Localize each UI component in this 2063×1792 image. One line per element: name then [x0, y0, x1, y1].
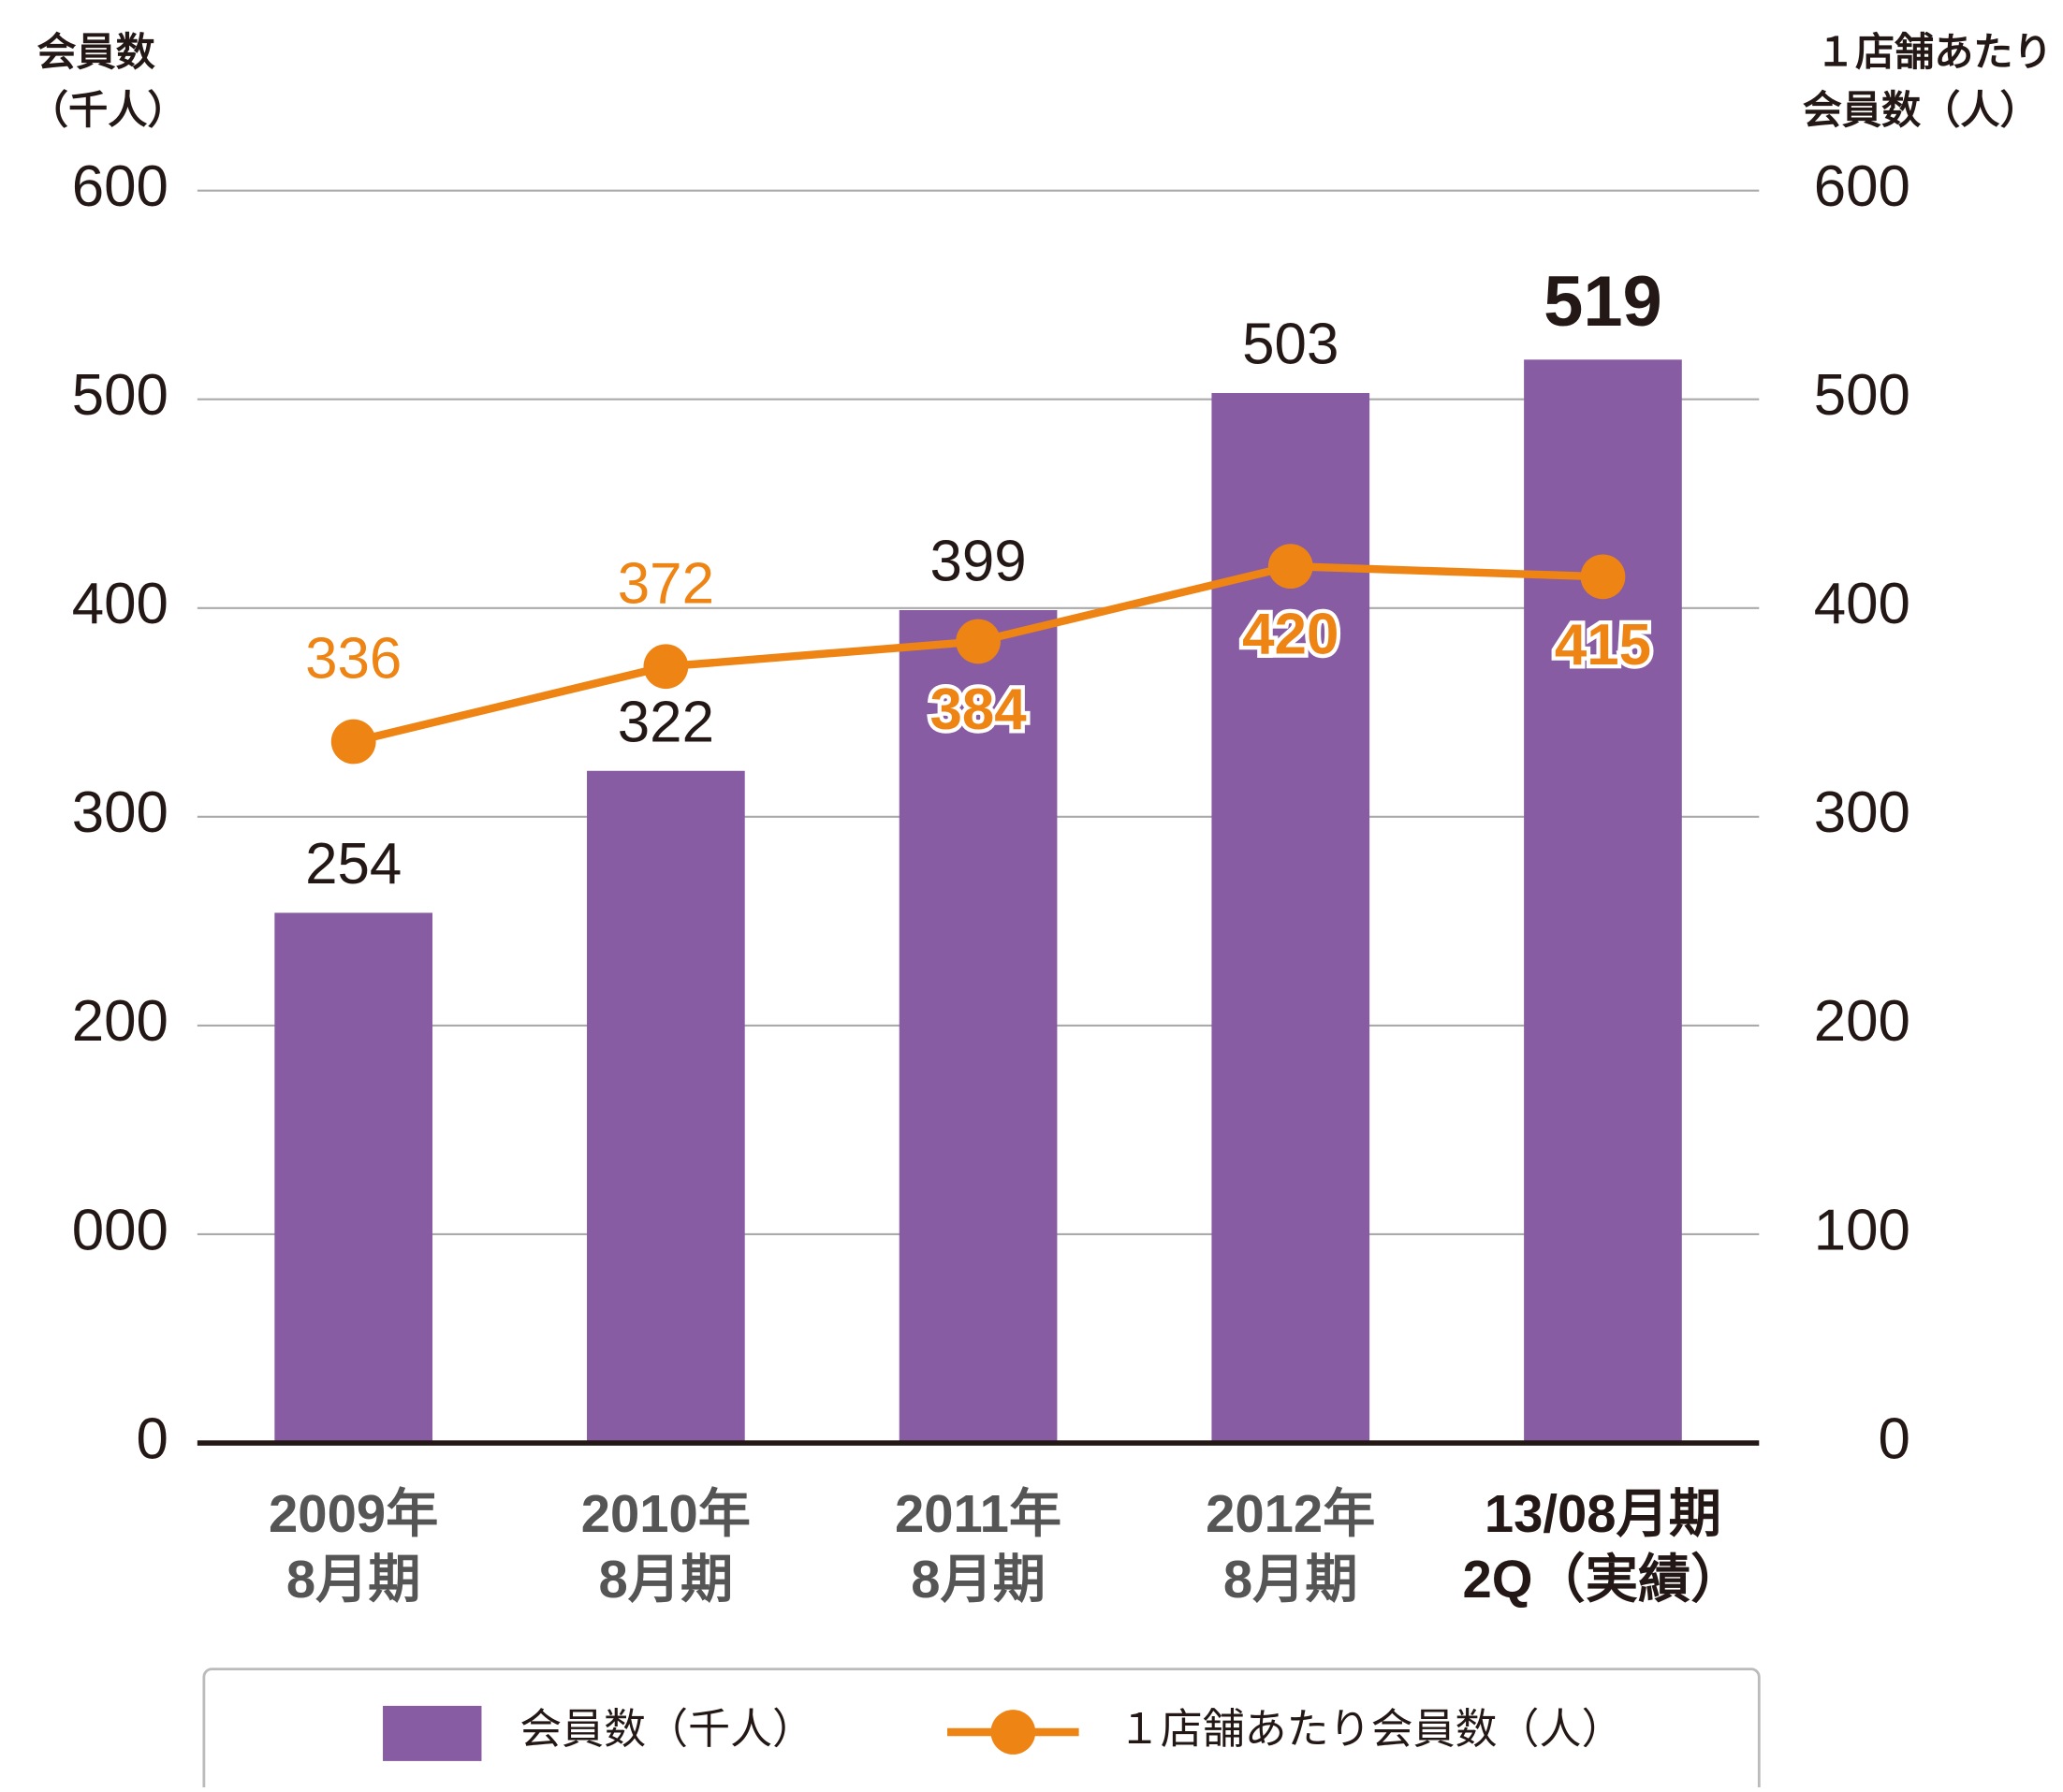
y2-tick-label: 200: [1814, 989, 1910, 1054]
line-marker: [1580, 554, 1626, 600]
bar-value-label: 503: [1242, 313, 1339, 377]
y-tick-label: 000: [72, 1198, 168, 1262]
bar-value-label: 399: [929, 530, 1026, 594]
y2-tick-label: 300: [1814, 780, 1910, 845]
x-tick-label: 8月期: [911, 1550, 1046, 1609]
x-tick-label: 8月期: [1223, 1550, 1358, 1609]
y2-axis-title: 会員数（人）: [1803, 88, 2040, 132]
x-tick-label: 2011年: [895, 1484, 1061, 1543]
line-marker: [643, 644, 689, 690]
y-tick-label: 200: [72, 989, 168, 1054]
y2-tick-label: 0: [1879, 1406, 1910, 1471]
x-tick-label: 2010年: [581, 1484, 751, 1543]
y-tick-label: 500: [72, 363, 168, 428]
y2-tick-label: 500: [1814, 363, 1910, 428]
line-marker: [956, 619, 1001, 664]
bar: [587, 770, 745, 1444]
y-tick-label: 300: [72, 780, 168, 845]
y2-tick-label: 100: [1814, 1198, 1910, 1262]
y-tick-label: 0: [137, 1406, 168, 1471]
x-tick-label: 2012年: [1206, 1484, 1375, 1543]
legend-label: １店舗あたり会員数（人）: [1119, 1705, 1624, 1753]
line-marker: [330, 719, 376, 765]
y-axis-title: 会員数: [37, 30, 155, 74]
x-tick-label: 8月期: [286, 1550, 421, 1609]
legend-swatch: [383, 1705, 482, 1761]
line-value-label: 372: [618, 551, 714, 616]
bar: [274, 912, 433, 1444]
y-axis-title: （千人）: [29, 88, 187, 132]
y2-tick-label: 600: [1814, 154, 1910, 219]
legend-label: 会員数（千人）: [519, 1705, 814, 1753]
line-value-label: 415: [1555, 613, 1651, 677]
y-tick-label: 400: [72, 572, 168, 636]
line-value-label: 384: [929, 677, 1027, 742]
bar-value-label: 254: [305, 832, 402, 896]
y2-tick-label: 400: [1814, 572, 1910, 636]
bar: [899, 610, 1058, 1444]
bar: [1524, 359, 1682, 1444]
x-tick-label: 13/08月期: [1485, 1484, 1721, 1543]
y-tick-label: 600: [72, 154, 168, 219]
x-tick-label: 8月期: [599, 1550, 734, 1609]
bar-value-label: 519: [1544, 262, 1662, 342]
legend-swatch: [990, 1710, 1036, 1755]
line-marker: [1267, 544, 1313, 590]
bar-value-label: 322: [618, 690, 714, 754]
y2-axis-title: １店舗あたり: [1816, 30, 2053, 74]
line-value-label: 336: [305, 627, 402, 692]
x-tick-label: 2Q（実績）: [1463, 1550, 1744, 1609]
line-value-label: 420: [1242, 603, 1339, 667]
x-tick-label: 2009年: [269, 1484, 438, 1543]
